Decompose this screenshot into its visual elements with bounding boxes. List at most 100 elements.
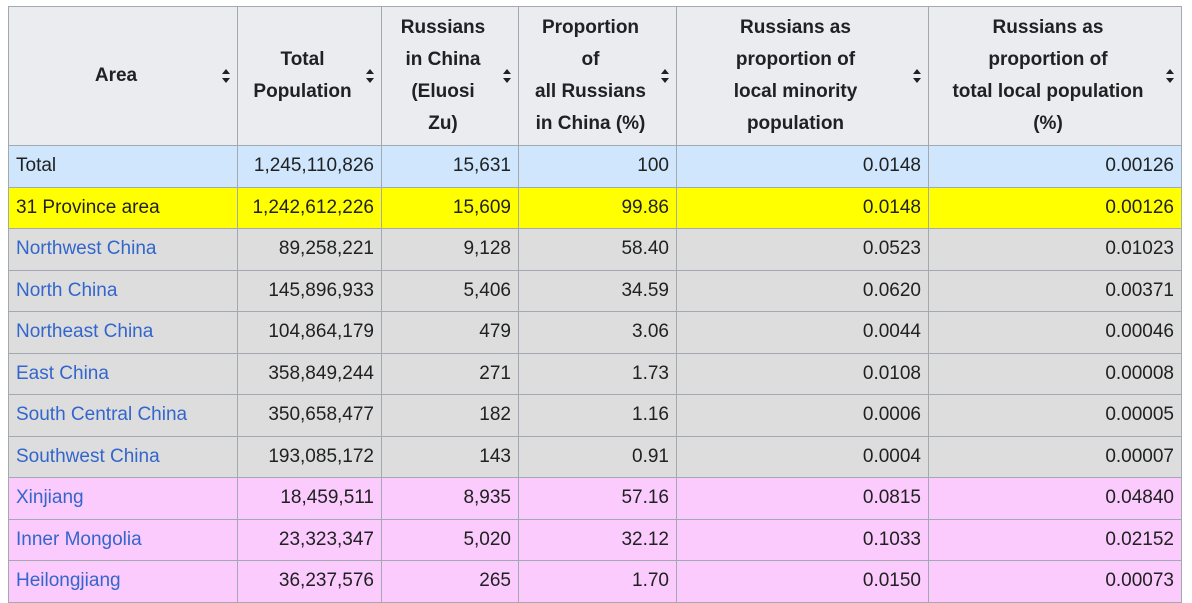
proportion-total-cell: 0.00005: [928, 394, 1182, 437]
proportion-all-cell: 32.12: [518, 518, 677, 561]
col-header-label: Russians as proportion of local minority po…: [733, 17, 858, 134]
col-header-label: Russians in China (Eluosi Zu): [400, 17, 486, 134]
total-population-cell: 1,245,110,826: [237, 145, 382, 188]
col-header-proportion-total[interactable]: Russians as proportion of total local popu…: [928, 6, 1182, 146]
col-header-total-population[interactable]: Total Population: [237, 6, 382, 146]
total-population-cell: 145,896,933: [237, 269, 382, 312]
area-link[interactable]: Inner Mongolia: [16, 528, 142, 550]
proportion-minority-cell: 0.0620: [676, 269, 929, 312]
sort-icon[interactable]: [366, 69, 374, 83]
proportion-minority-cell: 0.0815: [676, 477, 929, 520]
total-population-cell: 18,459,511: [237, 477, 382, 520]
proportion-all-cell: 0.91: [518, 435, 677, 478]
area-cell: Total: [8, 145, 238, 188]
area-cell: North China: [8, 269, 238, 312]
russians-cell: 15,631: [381, 145, 519, 188]
table-row: Southwest China 193,085,172 143 0.91 0.0…: [8, 435, 1182, 478]
table-row: Total 1,245,110,826 15,631 100 0.0148 0.…: [8, 145, 1182, 188]
proportion-total-cell: 0.00073: [928, 560, 1182, 603]
proportion-total-cell: 0.00371: [928, 269, 1182, 312]
table-row: Northeast China 104,864,179 479 3.06 0.0…: [8, 311, 1182, 354]
area-link[interactable]: North China: [16, 279, 118, 301]
proportion-total-cell: 0.00007: [928, 435, 1182, 478]
table-row: East China 358,849,244 271 1.73 0.0108 0…: [8, 352, 1182, 395]
area-link[interactable]: Heilongjiang: [16, 570, 121, 592]
proportion-minority-cell: 0.0108: [676, 352, 929, 395]
proportion-minority-cell: 0.0004: [676, 435, 929, 478]
total-population-cell: 23,323,347: [237, 518, 382, 561]
proportion-minority-cell: 0.0044: [676, 311, 929, 354]
russians-cell: 479: [381, 311, 519, 354]
area-cell: South Central China: [8, 394, 238, 437]
col-header-proportion-minority[interactable]: Russians as proportion of local minority po…: [676, 6, 929, 146]
area-cell: Southwest China: [8, 435, 238, 478]
sort-icon[interactable]: [503, 69, 511, 83]
sort-icon[interactable]: [222, 69, 230, 83]
area-link[interactable]: South Central China: [16, 404, 188, 426]
table-row: South Central China 350,658,477 182 1.16…: [8, 394, 1182, 437]
sort-icon[interactable]: [913, 69, 921, 83]
proportion-minority-cell: 0.0150: [676, 560, 929, 603]
area-cell: Inner Mongolia: [8, 518, 238, 561]
col-header-label: Russians as proportion of total local popu…: [952, 17, 1144, 134]
proportion-all-cell: 1.16: [518, 394, 677, 437]
total-population-cell: 1,242,612,226: [237, 186, 382, 229]
col-header-proportion-all-russians[interactable]: Proportion of all Russians in China (%): [518, 6, 677, 146]
area-cell: Xinjiang: [8, 477, 238, 520]
col-header-label: Total Population: [253, 49, 352, 102]
area-link[interactable]: Southwest China: [16, 445, 160, 467]
total-population-cell: 89,258,221: [237, 228, 382, 271]
proportion-minority-cell: 0.1033: [676, 518, 929, 561]
russians-cell: 8,935: [381, 477, 519, 520]
area-label: 31 Province area: [16, 196, 160, 218]
area-link[interactable]: East China: [16, 362, 109, 384]
proportion-total-cell: 0.00046: [928, 311, 1182, 354]
russians-cell: 5,020: [381, 518, 519, 561]
russians-cell: 182: [381, 394, 519, 437]
area-link[interactable]: Northwest China: [16, 238, 157, 260]
col-header-russians-in-china[interactable]: Russians in China (Eluosi Zu): [381, 6, 519, 146]
proportion-minority-cell: 0.0148: [676, 186, 929, 229]
sort-icon[interactable]: [1166, 69, 1174, 83]
total-population-cell: 104,864,179: [237, 311, 382, 354]
table-row: 31 Province area 1,242,612,226 15,609 99…: [8, 186, 1182, 229]
total-population-cell: 36,237,576: [237, 560, 382, 603]
col-header-area[interactable]: Area: [8, 6, 238, 146]
russians-cell: 15,609: [381, 186, 519, 229]
table-body: Total 1,245,110,826 15,631 100 0.0148 0.…: [8, 145, 1182, 603]
proportion-total-cell: 0.04840: [928, 477, 1182, 520]
table-row: Xinjiang 18,459,511 8,935 57.16 0.0815 0…: [8, 477, 1182, 520]
proportion-total-cell: 0.00126: [928, 186, 1182, 229]
proportion-all-cell: 57.16: [518, 477, 677, 520]
table-row: North China 145,896,933 5,406 34.59 0.06…: [8, 269, 1182, 312]
proportion-all-cell: 1.70: [518, 560, 677, 603]
col-header-label: Area: [94, 65, 138, 86]
proportion-all-cell: 99.86: [518, 186, 677, 229]
col-header-label: Proportion of all Russians in China (%): [535, 17, 646, 134]
total-population-cell: 193,085,172: [237, 435, 382, 478]
proportion-total-cell: 0.00008: [928, 352, 1182, 395]
proportion-all-cell: 100: [518, 145, 677, 188]
proportion-all-cell: 58.40: [518, 228, 677, 271]
russians-in-china-table: Area Total Population Russians in China (El…: [8, 6, 1182, 603]
proportion-total-cell: 0.01023: [928, 228, 1182, 271]
russians-cell: 271: [381, 352, 519, 395]
area-link[interactable]: Northeast China: [16, 321, 154, 343]
russians-cell: 265: [381, 560, 519, 603]
proportion-minority-cell: 0.0006: [676, 394, 929, 437]
area-cell: East China: [8, 352, 238, 395]
proportion-minority-cell: 0.0148: [676, 145, 929, 188]
area-link[interactable]: Xinjiang: [16, 487, 84, 509]
total-population-cell: 358,849,244: [237, 352, 382, 395]
sort-icon[interactable]: [661, 69, 669, 83]
proportion-minority-cell: 0.0523: [676, 228, 929, 271]
total-population-cell: 350,658,477: [237, 394, 382, 437]
area-cell: 31 Province area: [8, 186, 238, 229]
proportion-all-cell: 3.06: [518, 311, 677, 354]
proportion-total-cell: 0.00126: [928, 145, 1182, 188]
russians-cell: 143: [381, 435, 519, 478]
header-row: Area Total Population Russians in China (El…: [8, 6, 1182, 146]
table-row: Heilongjiang 36,237,576 265 1.70 0.0150 …: [8, 560, 1182, 603]
proportion-all-cell: 1.73: [518, 352, 677, 395]
area-label: Total: [16, 155, 57, 177]
